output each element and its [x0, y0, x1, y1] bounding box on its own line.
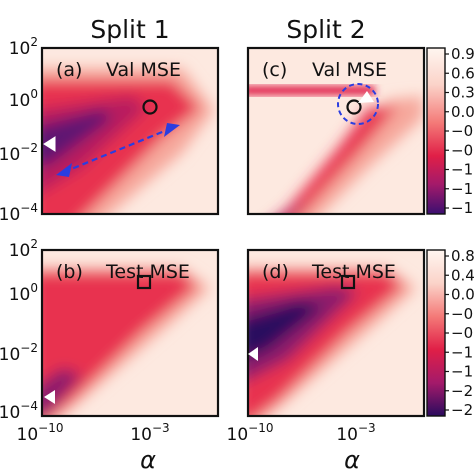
x-tick-label: 10−10 [227, 421, 274, 445]
y-tick-exp: 0 [30, 281, 38, 295]
panel-c-band-core [284, 198, 308, 214]
x-axis-right: 10−10 10−3 α [227, 421, 376, 474]
column-title-split-1: Split 1 [90, 15, 169, 44]
panel-d-frame [246, 248, 426, 418]
colorbar-top: 0.90.60.30.0−0.−0.−1.−1.−1. [426, 45, 474, 217]
panel-d-label: (d) [262, 261, 289, 283]
y-tick-exp: 2 [30, 35, 38, 49]
y-axis-bottom: 102 100 10−2 10−4 [0, 237, 38, 423]
panel-d-triangle-marker [248, 347, 258, 361]
y-tick-exp: −4 [20, 201, 38, 215]
x-tick-exp: −10 [248, 421, 273, 435]
panel-d-title: Test MSE [311, 261, 396, 283]
panel-c: (c) Val MSE [246, 46, 426, 216]
panel-c-triangle-marker [358, 91, 374, 103]
colorbar-tick-label: −1. [451, 199, 474, 217]
panel-a-circle-marker [142, 99, 158, 115]
panel-a-arrowhead-end [164, 123, 180, 137]
panel-a-title: Val MSE [106, 59, 181, 81]
panel-b-square-marker [136, 274, 152, 290]
colorbar-tick-label: 0.6 [451, 64, 474, 82]
x-axis-label: α [344, 446, 360, 474]
panel-a-label: (a) [56, 59, 82, 81]
colorbar-tick-label: 0.0 [451, 286, 474, 304]
column-title-split-2: Split 2 [286, 15, 365, 44]
y-tick-label: 10−4 [0, 201, 38, 225]
colorbar-tick-label: −0. [451, 141, 474, 159]
panel-a-arrowhead-start [56, 163, 72, 177]
panel-b: (b) Test MSE [40, 248, 220, 418]
panel-c-highlight-circle [337, 83, 379, 125]
y-tick-label: 10−2 [0, 341, 38, 365]
colorbar-bottom-ticks: 0.80.40.0−0.−0.−1.−1.−2.−2. [445, 247, 474, 419]
panel-c-band-mid [280, 106, 398, 214]
y-axis-top: 102 100 10−2 10−4 [0, 35, 38, 225]
y-tick-label: 102 [9, 237, 38, 261]
y-tick-label: 102 [9, 35, 38, 59]
panel-a-triangle-marker [43, 136, 56, 152]
x-axis-left: 10−10 10−3 α [17, 421, 170, 474]
colorbar-tick-label: −0. [451, 305, 474, 323]
panel-c-frame [246, 46, 426, 216]
colorbar-bottom: 0.80.40.0−0.−0.−1.−1.−2.−2. [426, 247, 474, 419]
colorbar-tick-label: 0.4 [451, 266, 474, 284]
panel-c-circle-marker [346, 99, 362, 115]
panel-b-label: (b) [56, 261, 83, 283]
colorbar-top-ticks: 0.90.60.30.0−0.−0.−1.−1.−1. [445, 45, 474, 217]
colorbar-tick-label: −1. [451, 343, 474, 361]
panel-c-stripe [248, 86, 375, 95]
panel-a-frame [40, 46, 220, 216]
panel-a-band-deep [42, 110, 112, 166]
y-tick-label: 100 [9, 87, 38, 111]
colorbar-tick-label: −1. [451, 161, 474, 179]
y-tick-label: 100 [9, 281, 38, 305]
panel-c-label: (c) [262, 59, 287, 81]
colorbar-tick-label: −1. [451, 363, 474, 381]
y-tick-exp: −2 [20, 341, 38, 355]
panel-b-band-mid [42, 272, 197, 416]
panel-a: (a) Val MSE [40, 46, 220, 216]
x-tick-exp: −3 [152, 421, 170, 435]
colorbar-tick-label: −2. [451, 401, 474, 419]
x-axis-label: α [140, 446, 156, 474]
x-tick-label: 10−3 [336, 421, 375, 445]
colorbar-tick-label: 0.8 [451, 247, 474, 265]
y-tick-exp: 2 [30, 237, 38, 251]
panel-b-triangle-marker [44, 390, 55, 404]
panel-b-frame [40, 248, 220, 418]
colorbar-top-gradient [426, 47, 446, 215]
y-tick-label: 10−2 [0, 141, 38, 165]
x-tick-exp: −10 [38, 421, 63, 435]
panel-d-square-marker [340, 274, 356, 290]
y-tick-exp: −4 [20, 399, 38, 413]
y-tick-exp: −2 [20, 141, 38, 155]
x-tick-label: 10−3 [130, 421, 169, 445]
x-tick-exp: −3 [358, 421, 376, 435]
y-tick-exp: 0 [30, 87, 38, 101]
y-tick-label: 10−4 [0, 399, 38, 423]
panel-d: (d) Test MSE [246, 248, 426, 418]
colorbar-tick-label: 0.3 [451, 84, 474, 102]
colorbar-tick-label: −0. [451, 324, 474, 342]
colorbar-bottom-gradient [426, 249, 446, 417]
panel-b-band-core [42, 368, 82, 415]
colorbar-tick-label: 0.9 [451, 45, 474, 63]
panel-d-band-deep [248, 302, 323, 358]
colorbar-tick-label: −1. [451, 180, 474, 198]
panel-b-title: Test MSE [105, 261, 190, 283]
colorbar-tick-label: −2. [451, 382, 474, 400]
colorbar-tick-label: 0.0 [451, 103, 474, 121]
panel-c-title: Val MSE [312, 59, 387, 81]
colorbar-tick-label: −0. [451, 122, 474, 140]
x-tick-label: 10−10 [17, 421, 64, 445]
